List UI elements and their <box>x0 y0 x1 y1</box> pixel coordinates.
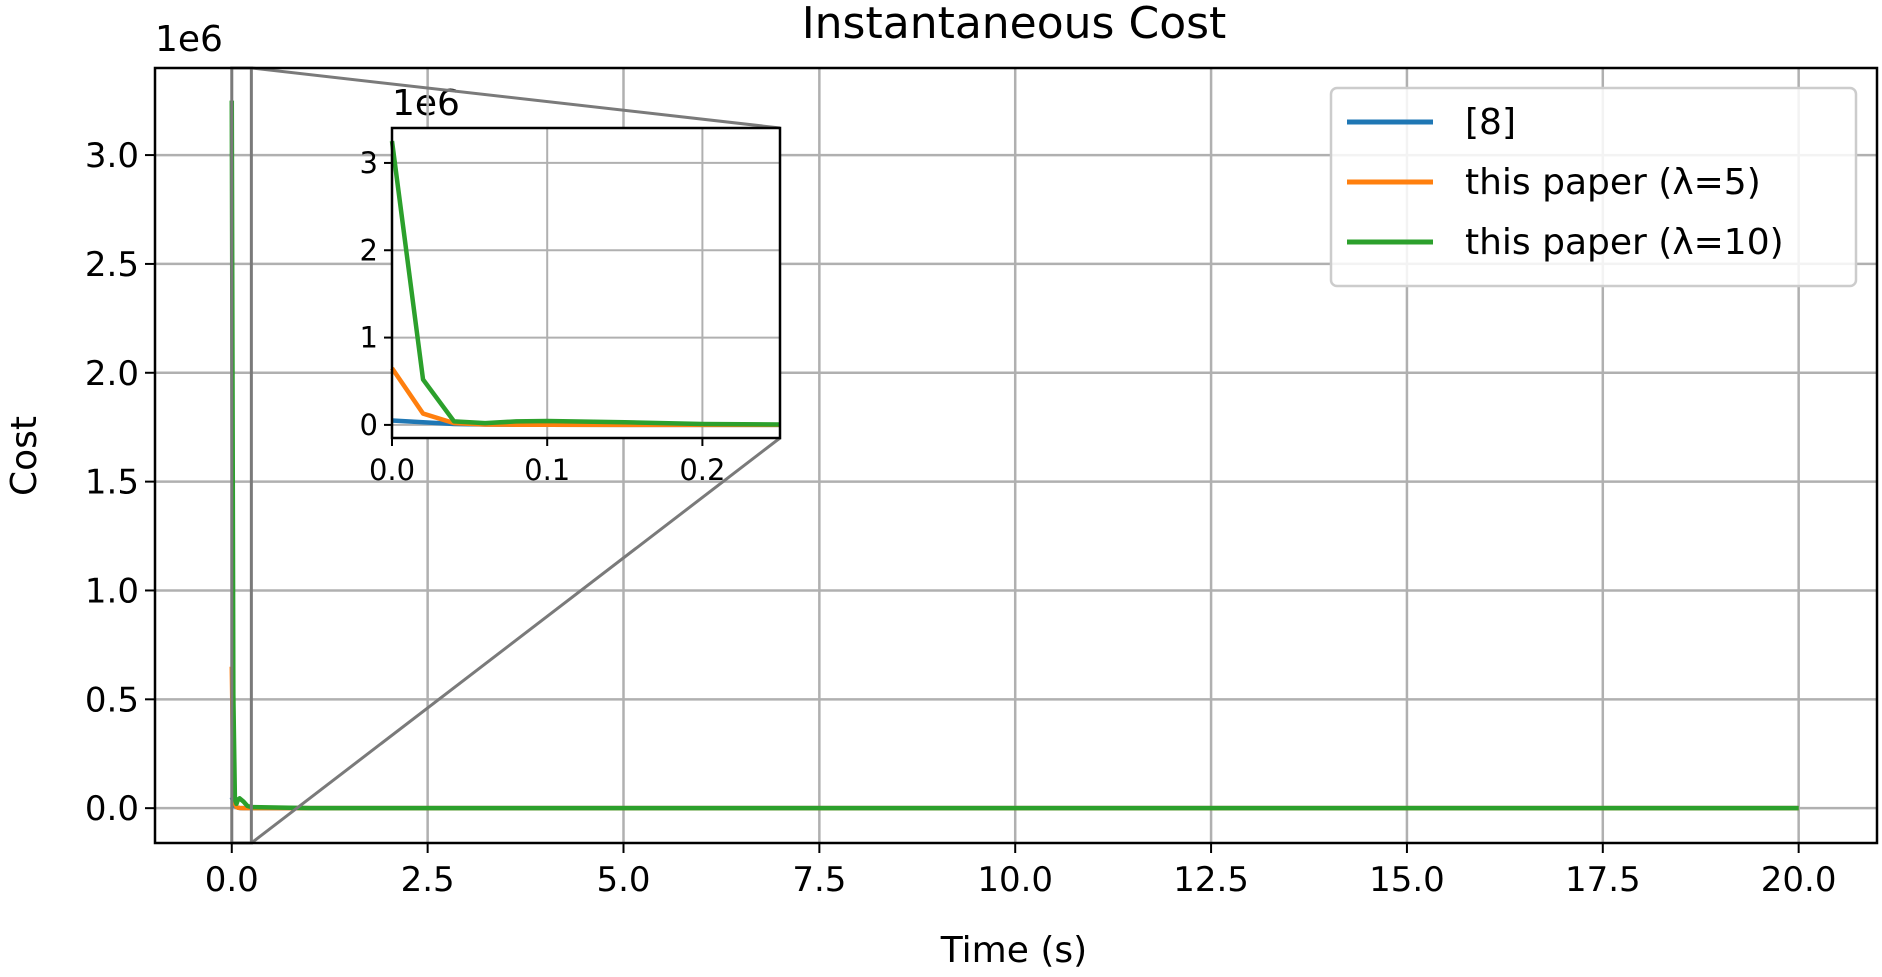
inset-ticks: 0.0 0.1 0.2 0 1 2 3 <box>360 146 726 487</box>
inset-x-tick-label: 0.1 <box>524 453 570 487</box>
y-tick-label: 1.5 <box>85 463 139 503</box>
inset-background <box>392 128 780 438</box>
x-tick-label: 10.0 <box>977 860 1053 900</box>
y-tick-label: 2.5 <box>85 245 139 285</box>
y-offset-label: 1e6 <box>155 19 223 60</box>
main-series-lines <box>229 100 1799 811</box>
legend: [8] this paper (λ=5) this paper (λ=10) <box>1329 86 1858 288</box>
inset-y-tick-label: 3 <box>360 146 378 180</box>
x-tick-label: 5.0 <box>596 860 650 900</box>
x-tick-label: 17.5 <box>1565 860 1641 900</box>
x-tick-label: 0.0 <box>205 860 259 900</box>
y-tick-label: 0.0 <box>85 789 139 829</box>
legend-label-0: [8] <box>1465 102 1516 143</box>
plot-frame <box>153 66 1879 845</box>
inset-y-tick-label: 2 <box>360 233 378 267</box>
inset-series-lines <box>389 140 781 428</box>
x-axis-label: Time (s) <box>940 930 1087 971</box>
inset-x-tick-label: 0.2 <box>679 453 725 487</box>
y-tick-label: 3.0 <box>85 136 139 176</box>
x-tick-label: 15.0 <box>1369 860 1445 900</box>
legend-label-2: this paper (λ=10) <box>1465 222 1784 263</box>
main-ticks: 0.0 2.5 5.0 7.5 10.0 12.5 15.0 17.5 20.00.00.51.… <box>85 136 1837 900</box>
y-tick-label: 2.0 <box>85 354 139 394</box>
inset-frame <box>390 126 782 440</box>
x-tick-label: 2.5 <box>401 860 455 900</box>
x-tick-label: 20.0 <box>1761 860 1837 900</box>
inset-y-tick-label: 1 <box>360 321 378 355</box>
zoom-connector-bottom <box>250 436 781 845</box>
inset-y-tick-label: 0 <box>360 408 378 442</box>
y-tick-label: 1.0 <box>85 571 139 611</box>
y-axis-label: Cost <box>4 416 45 496</box>
x-tick-label: 7.5 <box>792 860 846 900</box>
y-tick-label: 0.5 <box>85 680 139 720</box>
zoom-connector-top <box>251 66 781 130</box>
inset-x-tick-label: 0.0 <box>369 453 415 487</box>
x-tick-label: 12.5 <box>1173 860 1249 900</box>
series-line-2 <box>229 100 1799 811</box>
legend-label-1: this paper (λ=5) <box>1465 162 1761 203</box>
inset-series-line-2 <box>389 140 781 427</box>
legend-box <box>1329 86 1858 288</box>
chart-title: Instantaneous Cost <box>802 0 1227 49</box>
